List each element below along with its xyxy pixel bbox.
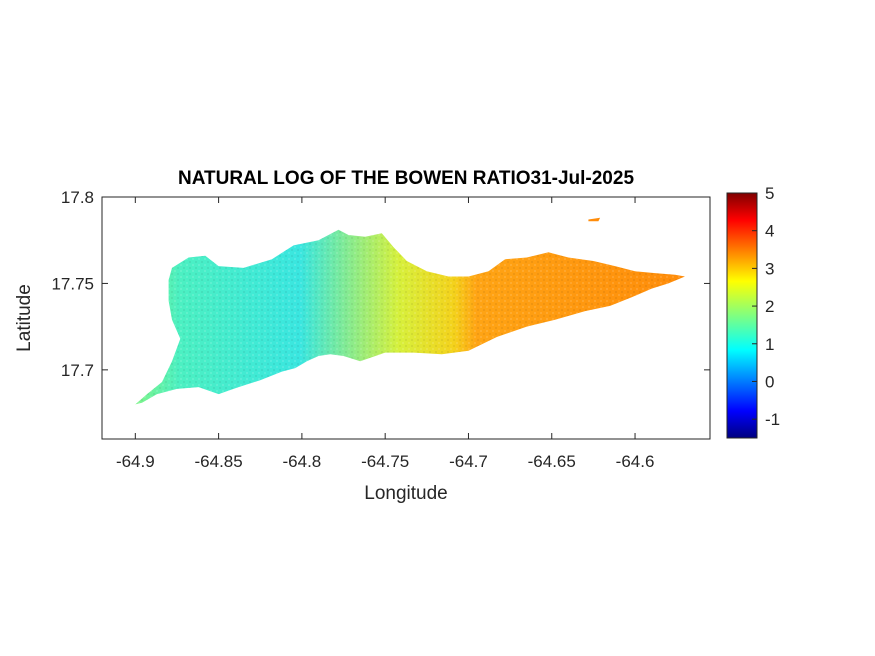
y-tick-label: 17.75 [51,274,94,293]
chart-title: NATURAL LOG OF THE BOWEN RATIO31-Jul-202… [178,168,634,189]
colorbar-tick-label: 3 [765,259,774,278]
colorbar-tick-label: 4 [765,222,774,241]
heatmap-layer [135,217,686,405]
x-tick-label: -64.8 [283,452,322,471]
islet-shape [588,217,601,222]
y-axis-label: Latitude [14,284,35,352]
x-tick-label: -64.65 [528,452,576,471]
x-tick-label: -64.6 [616,452,655,471]
x-tick-label: -64.85 [195,452,243,471]
colorbar-tick-label: 0 [765,372,774,391]
colorbar-ticks: -1 0 1 2 3 4 5 [752,184,780,429]
colorbar-tick-label: 2 [765,297,774,316]
x-axis-label: Longitude [364,483,447,504]
y-tick-label: 17.7 [61,361,94,380]
y-tick-label: 17.8 [61,188,94,207]
x-tick-label: -64.9 [116,452,155,471]
x-tick-label: -64.7 [449,452,488,471]
x-axis: -64.9 -64.85 -64.8 -64.75 -64.7 -64.65 -64.6 [116,197,654,471]
y-axis: 17.7 17.75 17.8 [51,188,710,380]
x-tick-label: -64.75 [361,452,409,471]
colorbar-tick-label: 5 [765,184,774,203]
colorbar-tick-label: 1 [765,335,774,354]
island-texture [135,229,686,405]
colorbar-tick-label: -1 [765,410,780,429]
colorbar [726,192,758,439]
